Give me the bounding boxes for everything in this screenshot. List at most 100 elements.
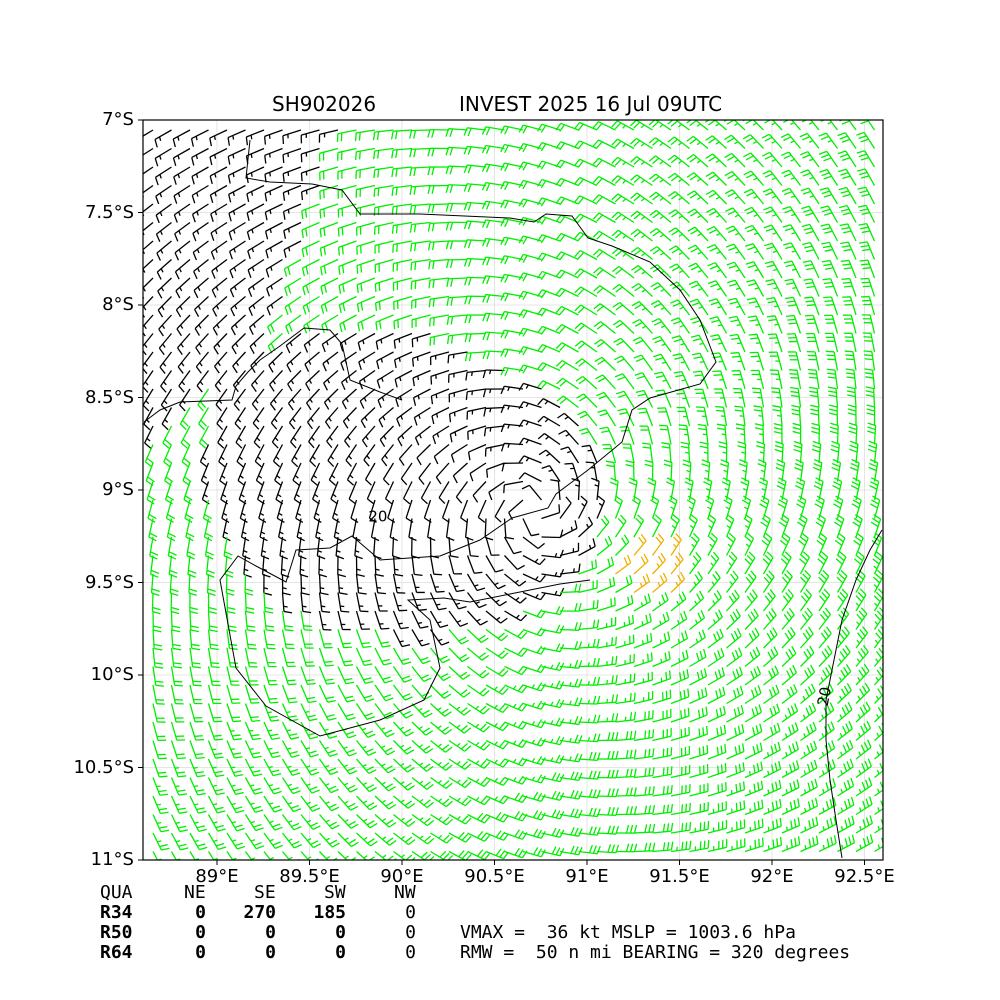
wind-barb	[463, 239, 487, 249]
wind-barb	[300, 832, 321, 849]
wind-barb	[727, 297, 746, 316]
wind-barb	[217, 425, 228, 449]
wind-barb	[556, 377, 579, 390]
wind-barb	[464, 314, 487, 324]
y-tick-label: 9°S	[102, 479, 134, 500]
wind-barb	[270, 407, 284, 430]
wind-barb	[555, 287, 579, 298]
wind-barb	[394, 351, 413, 369]
wind-barb	[818, 759, 836, 779]
wind-barb	[745, 261, 765, 279]
wind-barb	[652, 631, 671, 649]
r34-se-value: 270	[243, 902, 276, 923]
wind-barb	[391, 221, 413, 234]
wind-barb	[409, 221, 431, 233]
wind-barb	[467, 610, 488, 626]
wind-barb	[360, 407, 376, 429]
wind-barb	[170, 721, 186, 741]
wind-barb	[263, 777, 282, 795]
wind-barb	[464, 351, 487, 362]
wind-barb	[836, 588, 849, 612]
wind-barb	[504, 647, 528, 658]
wind-barb	[592, 139, 616, 150]
wind-barb	[670, 514, 680, 538]
wind-barb	[300, 795, 321, 812]
wind-barb	[725, 207, 746, 223]
wind-barb	[301, 258, 320, 277]
wind-barb	[596, 515, 610, 538]
wind-barb	[555, 232, 579, 243]
wind-barb	[263, 851, 281, 860]
wind-barb	[391, 203, 413, 215]
wind-barb	[313, 499, 322, 523]
wind-barb	[282, 129, 302, 145]
wind-barb	[337, 240, 357, 256]
wind-barb	[676, 406, 691, 427]
wind-barb	[522, 737, 546, 747]
wind-barb	[633, 767, 655, 779]
wind-barb	[449, 425, 468, 443]
wind-barb	[837, 758, 854, 779]
wind-barb	[143, 277, 154, 299]
wind-barb	[485, 610, 508, 624]
wind-barb	[448, 592, 467, 610]
wind-barb	[649, 191, 672, 205]
wind-barb	[779, 532, 791, 556]
wind-barb	[705, 171, 727, 186]
wind-barb	[374, 795, 397, 810]
wind-barb	[284, 277, 302, 296]
wind-barb	[446, 295, 468, 306]
wind-barb	[848, 422, 858, 445]
wind-barb	[393, 777, 415, 791]
wind-barb	[267, 314, 283, 335]
wind-barb	[559, 753, 583, 763]
wind-barb	[204, 536, 214, 560]
wind-barb	[219, 462, 228, 486]
wind-barb	[559, 520, 578, 538]
wind-barb	[837, 701, 853, 723]
wind-barb	[726, 628, 742, 649]
wind-barb	[187, 555, 197, 578]
wind-barb	[574, 213, 598, 224]
wind-barb	[769, 369, 783, 390]
wind-barb	[794, 458, 804, 482]
wind-barb	[574, 140, 598, 150]
wind-barb	[612, 319, 635, 334]
wind-barb	[143, 259, 154, 280]
wind-barb	[689, 725, 709, 742]
wind-barb	[239, 499, 248, 523]
wind-barb	[359, 388, 376, 409]
wind-barb	[427, 203, 450, 213]
wind-barb	[355, 721, 376, 738]
wind-barb	[170, 814, 189, 833]
wind-barb	[263, 573, 272, 596]
wind-barb	[281, 666, 297, 686]
wind-barb	[818, 778, 836, 797]
wind-barb	[355, 629, 372, 648]
wind-barb	[356, 240, 376, 255]
wind-barb	[596, 750, 619, 760]
wind-barb	[409, 147, 431, 158]
wind-barb	[446, 277, 468, 287]
wind-barb	[146, 481, 156, 505]
wind-barb	[873, 607, 883, 630]
wind-barb	[232, 370, 247, 393]
wind-barb	[781, 779, 800, 797]
wind-barb	[319, 851, 338, 860]
wind-barb	[783, 242, 802, 260]
wind-barb	[210, 203, 228, 222]
wind-barb	[744, 665, 761, 686]
wind-barb	[559, 808, 583, 819]
wind-barb	[177, 333, 191, 355]
wind-barb	[707, 667, 726, 686]
wind-barb	[375, 332, 394, 350]
wind-barb	[831, 458, 842, 482]
wind-barb	[355, 147, 376, 161]
wind-barb	[448, 536, 459, 558]
wind-barb	[564, 462, 580, 482]
wind-barb	[226, 684, 241, 704]
wind-barb	[221, 499, 230, 523]
wind-barb	[763, 608, 777, 630]
wind-barb	[231, 333, 246, 355]
wind-barb	[258, 499, 267, 523]
